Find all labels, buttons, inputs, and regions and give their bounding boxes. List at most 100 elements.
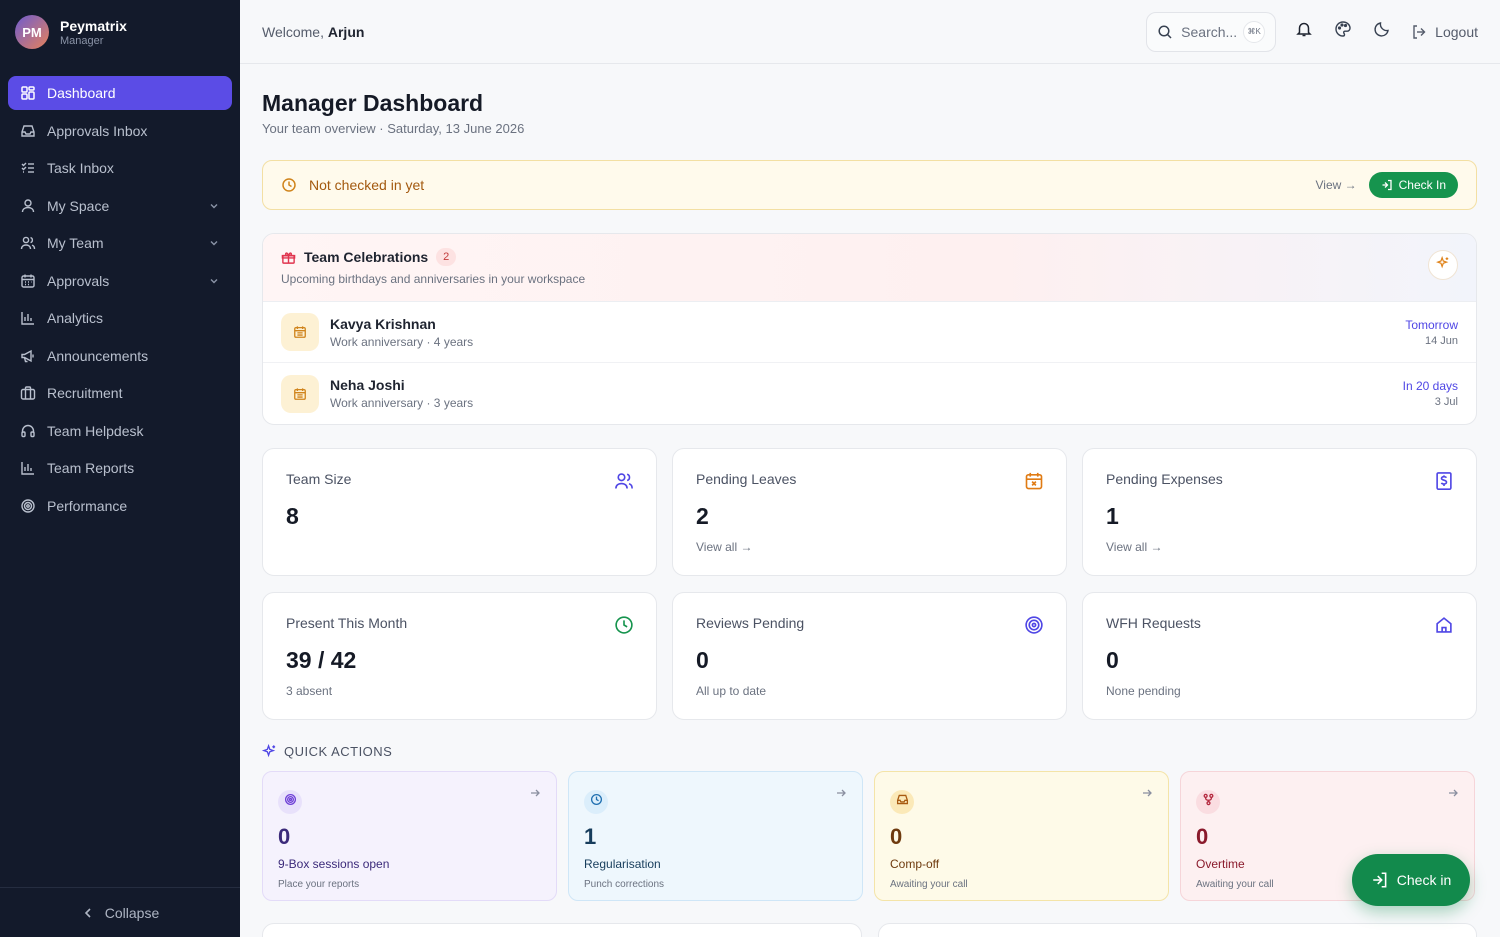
clock-icon	[281, 177, 297, 193]
calendar-icon	[20, 273, 36, 289]
stat-card-present-this-month[interactable]: Present This Month 39 / 42 3 absent	[262, 592, 657, 720]
sidebar-item-recruitment[interactable]: Recruitment	[8, 376, 232, 410]
stat-label: Pending Leaves	[696, 471, 797, 487]
sidebar-item-analytics[interactable]: Analytics	[8, 301, 232, 335]
celebration-row[interactable]: Kavya Krishnan Work anniversary · 4 year…	[263, 302, 1476, 363]
celebration-row[interactable]: Neha Joshi Work anniversary · 3 years In…	[263, 363, 1476, 424]
dashboard-icon	[20, 85, 36, 101]
collapse-label: Collapse	[104, 904, 160, 921]
stat-value: 39 / 42	[286, 647, 357, 673]
stats-grid: Team Size 8 Pending Leaves 2 View all → …	[262, 448, 1477, 720]
target-icon	[20, 498, 36, 514]
celebration-relative-date: Tomorrow	[1405, 317, 1458, 332]
quick-action-label: Comp-off	[890, 857, 940, 871]
sidebar-item-label: My Space	[47, 197, 110, 214]
check-in-button-label: Check In	[1398, 178, 1446, 192]
search-input[interactable]: Search... ⌘K	[1146, 11, 1277, 52]
checkin-alert-text: Not checked in yet	[309, 177, 425, 193]
megaphone-icon	[20, 348, 36, 364]
sidebar-item-label: Approvals Inbox	[47, 122, 148, 139]
user-icon	[20, 198, 36, 214]
welcome-prefix: Welcome,	[262, 23, 324, 40]
chevron-down-icon	[208, 200, 220, 212]
sidebar-item-team-reports[interactable]: Team Reports	[8, 451, 232, 485]
check-in-fab[interactable]: Check in	[1352, 854, 1470, 906]
sidebar: PM Peymatrix Manager Dashboard Approvals…	[0, 0, 240, 937]
logout-icon	[1411, 24, 1427, 40]
chevron-down-icon	[208, 275, 220, 287]
logout-button[interactable]: Logout	[1411, 24, 1478, 40]
sidebar-item-my-team[interactable]: My Team	[8, 226, 232, 260]
stat-card-pending-leaves[interactable]: Pending Leaves 2 View all →	[672, 448, 1067, 576]
bell-icon	[1295, 20, 1313, 43]
calendar-x-icon	[1024, 471, 1044, 491]
quick-action-regularisation[interactable]: 1 Regularisation Punch corrections	[568, 771, 863, 901]
clock-icon	[614, 615, 634, 635]
sidebar-item-label: Task Inbox	[47, 160, 114, 176]
notifications-button[interactable]	[1285, 13, 1323, 51]
login-icon	[1381, 179, 1393, 191]
headset-icon	[20, 423, 36, 439]
stat-card-team-size[interactable]: Team Size 8	[262, 448, 657, 576]
quick-action-sub: Awaiting your call	[890, 879, 968, 890]
palette-icon	[1334, 20, 1352, 43]
stat-sub: 3 absent	[286, 684, 333, 698]
welcome-text: Welcome, Arjun	[262, 24, 1146, 40]
stat-value: 1	[1106, 503, 1119, 529]
quick-actions-heading: QUICK ACTIONS	[262, 744, 1477, 759]
stat-card-reviews-pending[interactable]: Reviews Pending 0 All up to date	[672, 592, 1067, 720]
inbox-icon	[896, 793, 909, 811]
stat-card-wfh-requests[interactable]: WFH Requests 0 None pending	[1082, 592, 1477, 720]
avatar[interactable]: PM	[15, 15, 49, 49]
chevron-left-icon	[81, 906, 95, 920]
quick-action-9-box[interactable]: 0 9-Box sessions open Place your reports	[262, 771, 557, 901]
check-in-button[interactable]: Check In	[1368, 172, 1458, 198]
logout-label: Logout	[1435, 23, 1478, 40]
celebration-name: Kavya Krishnan	[330, 315, 436, 332]
sparkle-button[interactable]	[1428, 250, 1458, 280]
sidebar-item-label: Dashboard	[47, 85, 116, 101]
stat-value: 0	[696, 647, 709, 673]
gift-icon	[281, 250, 296, 265]
quick-action-sub: Awaiting your call	[1196, 879, 1274, 890]
dark-mode-button[interactable]	[1363, 13, 1401, 51]
bottom-cards-row	[262, 923, 1477, 937]
celebration-name: Neha Joshi	[330, 377, 405, 393]
sidebar-item-team-helpdesk[interactable]: Team Helpdesk	[8, 414, 232, 448]
sparkle-icon	[1435, 255, 1450, 275]
sidebar-item-dashboard[interactable]: Dashboard	[8, 76, 232, 110]
sidebar-item-label: Team Helpdesk	[47, 422, 144, 439]
chart-icon	[20, 460, 36, 476]
page-title: Manager Dashboard	[262, 90, 484, 116]
checkin-view-link[interactable]: View →	[1315, 178, 1357, 192]
sidebar-item-task-inbox[interactable]: Task Inbox	[8, 151, 232, 185]
sidebar-item-label: Team Reports	[47, 460, 135, 476]
sidebar-item-performance[interactable]: Performance	[8, 489, 232, 523]
sidebar-item-approvals[interactable]: Approvals	[8, 264, 232, 298]
bottom-card	[877, 923, 1477, 937]
celebration-meta: Work anniversary · 3 years	[330, 396, 474, 410]
stat-value: 8	[286, 503, 299, 529]
brand: PM Peymatrix Manager	[0, 0, 240, 64]
brand-role: Manager	[60, 34, 104, 47]
sparkle-icon	[262, 744, 277, 759]
collapse-button[interactable]: Collapse	[0, 887, 240, 937]
view-all-link[interactable]: View all →	[1106, 540, 1163, 554]
sidebar-item-announcements[interactable]: Announcements	[8, 339, 232, 373]
view-all-link[interactable]: View all →	[696, 540, 753, 554]
home-icon	[1434, 615, 1454, 635]
sidebar-item-my-space[interactable]: My Space	[8, 189, 232, 223]
brand-name: Peymatrix	[60, 17, 127, 34]
arrow-right-icon	[1141, 787, 1153, 799]
welcome-user: Arjun	[327, 23, 365, 40]
sidebar-item-label: Announcements	[47, 347, 149, 364]
sidebar-item-approvals-inbox[interactable]: Approvals Inbox	[8, 114, 232, 148]
celebration-relative-date: In 20 days	[1402, 379, 1458, 393]
sidebar-item-label: Approvals	[47, 272, 110, 289]
chevron-down-icon	[208, 237, 220, 249]
check-in-fab-label: Check in	[1396, 872, 1452, 888]
theme-palette-button[interactable]	[1324, 13, 1362, 51]
stat-card-pending-expenses[interactable]: Pending Expenses 1 View all →	[1082, 448, 1477, 576]
quick-action-comp-off[interactable]: 0 Comp-off Awaiting your call	[874, 771, 1169, 901]
quick-action-value: 1	[584, 824, 597, 849]
